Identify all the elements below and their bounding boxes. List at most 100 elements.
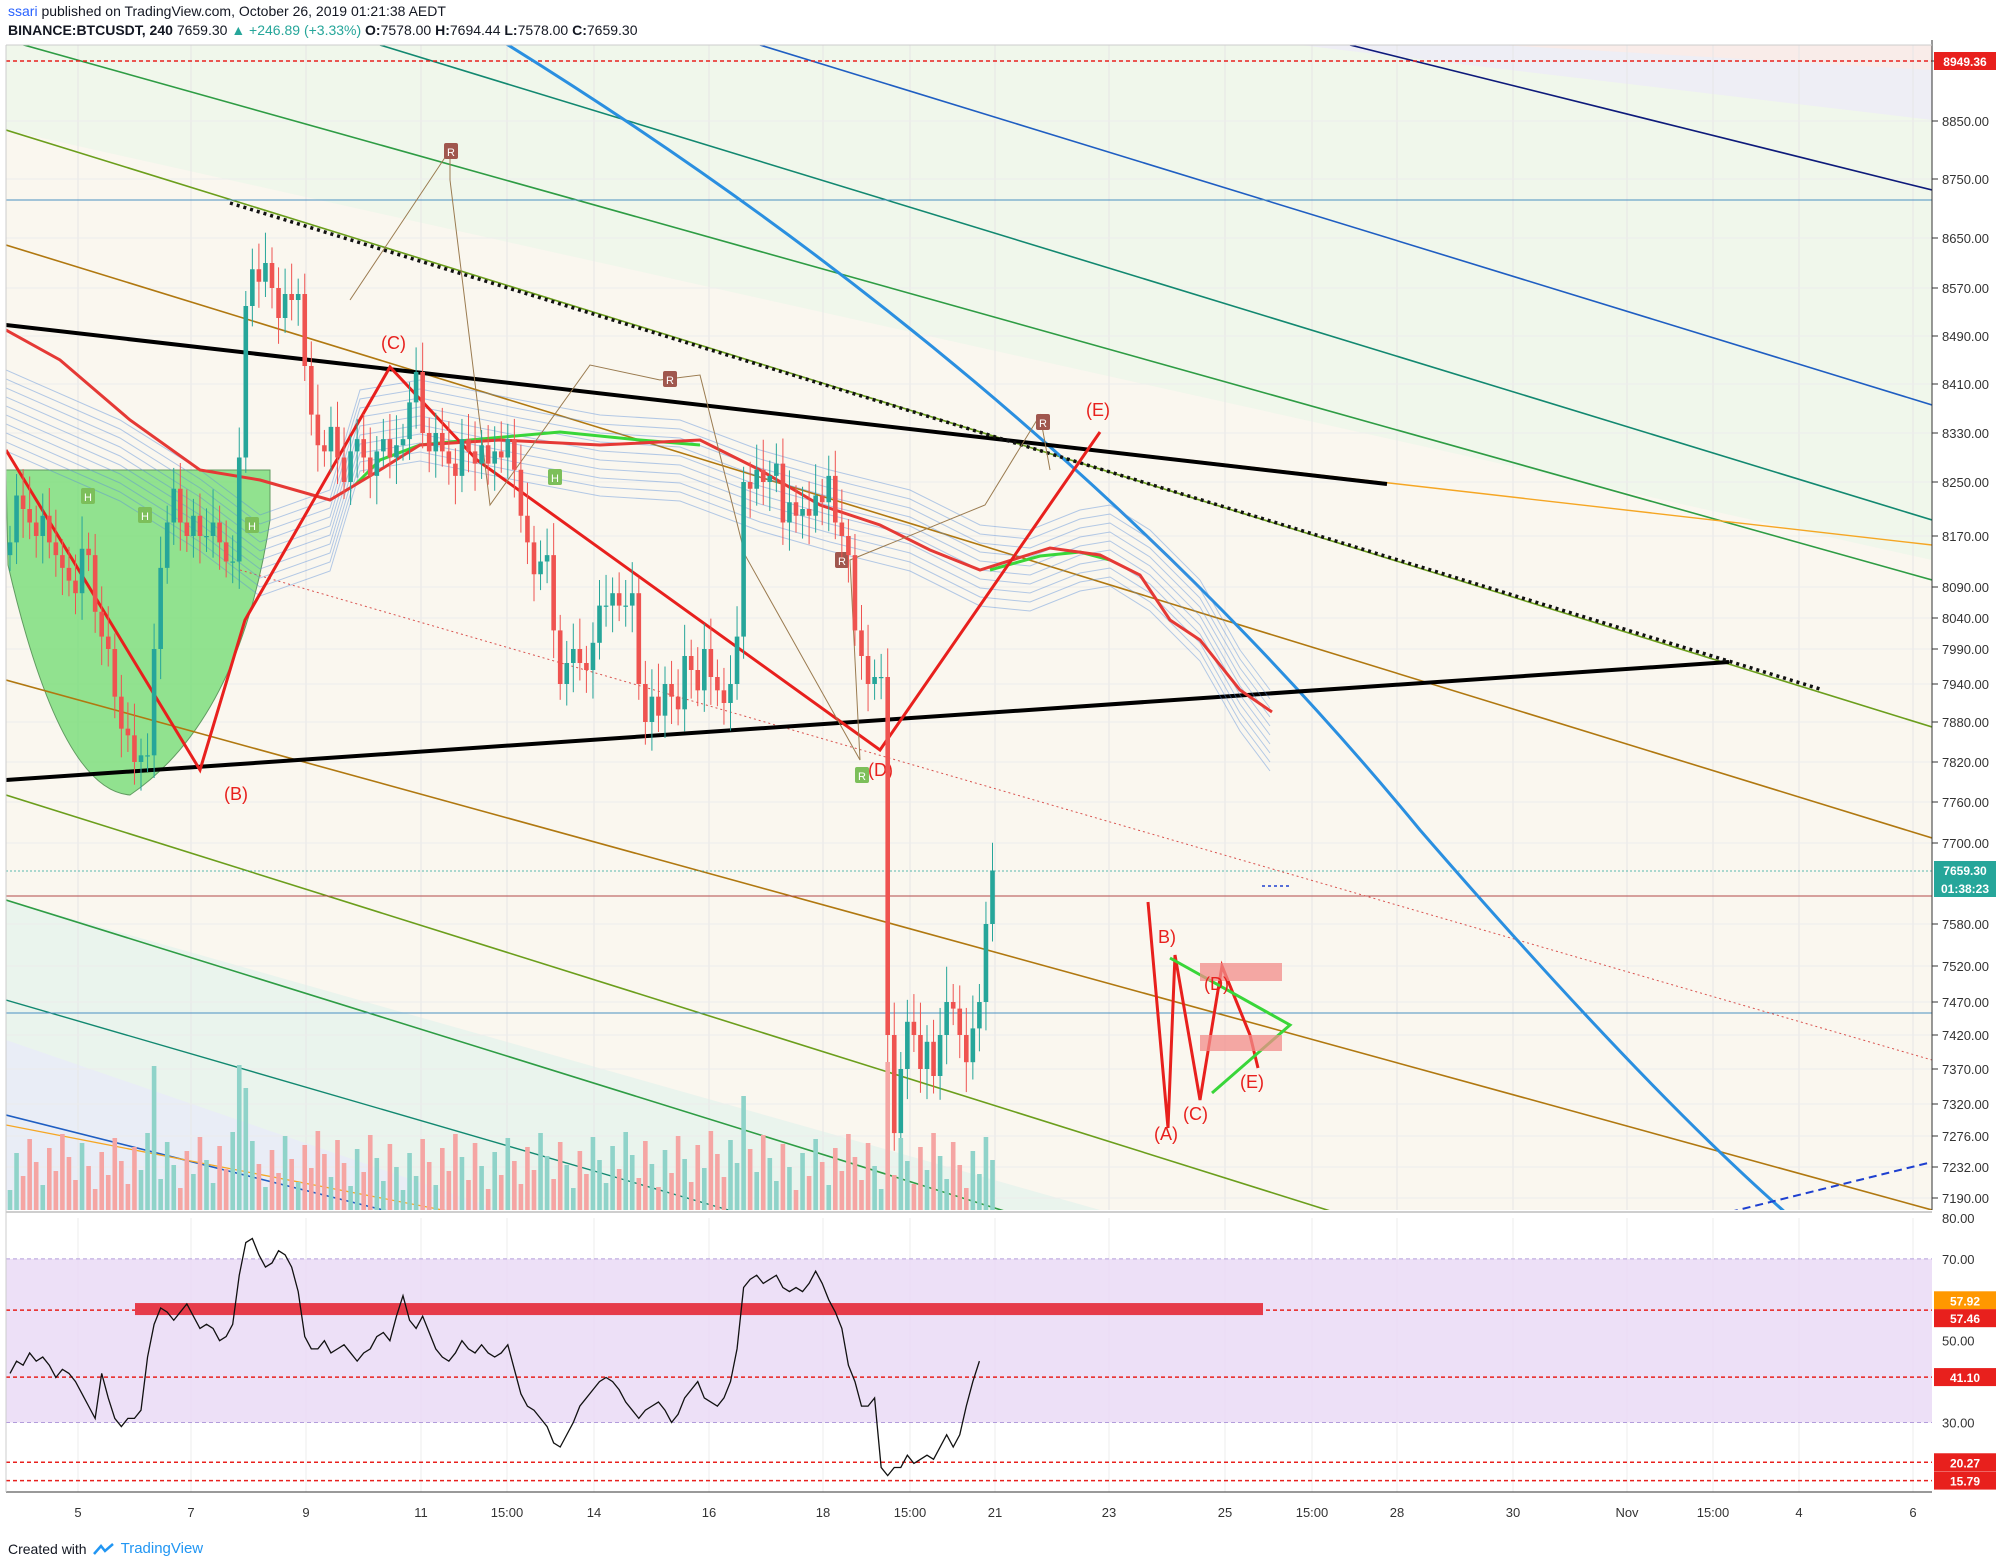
candle-body [125,728,131,736]
high-label: H: [435,22,450,38]
candle-body [79,548,85,594]
price-tick-label: 7580.00 [1942,917,1989,932]
volume-bar [158,1179,163,1210]
price-tick-label: 7420.00 [1942,1028,1989,1043]
ema-ribbon [6,396,1271,718]
volume-bar [859,1180,864,1210]
volume-bar [236,1065,242,1210]
rsi-layer [6,1237,1932,1482]
candle-body [571,649,576,663]
pivot-marker-label: R [838,556,846,568]
volume-bar [728,1140,733,1210]
volume-bar [492,1152,497,1210]
volume-bar [498,1175,504,1210]
volume-bar [328,1177,334,1210]
symbol-label: BINANCE:BTCUSDT, 240 [8,22,173,38]
volume-bar [466,1180,471,1210]
volume-bar [145,1133,150,1210]
candle-body [374,451,380,476]
candle-body [276,288,281,318]
volume-bar [479,1166,484,1210]
channel-shading [6,45,1932,560]
candle-body [708,649,714,677]
candle-body [688,656,694,670]
volume-bar [675,1136,681,1210]
candle-body [158,567,163,649]
time-tick-label: 9 [302,1505,309,1520]
candle-body [197,515,203,536]
volume-bar [964,1188,969,1210]
brand-name[interactable]: TradingView [120,1540,204,1557]
candle-body [747,482,753,489]
candle-body [931,1041,936,1076]
rsi-tag: 57.46 [1950,1312,1980,1326]
price-tick-label: 7700.00 [1942,836,1989,851]
candle-body [485,445,491,464]
candle-body [865,656,871,684]
volume-bar [289,1159,294,1210]
candle-body [348,451,353,482]
author-name[interactable]: ssari [8,3,38,19]
cup-pattern-shading [6,469,271,796]
time-tick-label: 11 [414,1505,428,1520]
volume-bar [957,1165,963,1210]
harmonic-pattern [349,148,1051,761]
candle-body [86,548,91,556]
volume-bar [394,1167,399,1210]
channel-line [759,45,1932,406]
pivot-marker [245,517,259,533]
price-tick-label: 7940.00 [1942,677,1989,692]
volume-bar [47,1148,52,1210]
candle-body [14,495,19,543]
volume-bar [878,1189,884,1210]
candle-body [950,1002,956,1009]
volume-bar [210,1183,216,1210]
volume-bar [446,1171,452,1210]
candle-body [361,439,366,458]
candle-body [839,522,845,536]
volume-bar [564,1165,570,1210]
volume-bar [171,1165,177,1210]
published-text: published on TradingView.com, October 26… [41,3,446,19]
channel-line [6,244,1932,839]
volume-bar [92,1189,98,1210]
candle-body [878,677,884,679]
rsi-tag-bg [1934,1453,1996,1472]
volume-bar [649,1164,655,1210]
time-tick-label: 21 [988,1505,1002,1520]
candle-body [937,1035,943,1076]
candle-body [525,515,530,543]
volume-bar [688,1182,694,1210]
volume-bar [623,1132,628,1210]
pivot-marker [835,552,849,568]
price-tick-label: 7276.00 [1942,1129,1989,1144]
ema-ribbon [6,369,1271,691]
candle-body [230,561,235,563]
candle-body [204,536,209,538]
time-tick-label: 25 [1218,1505,1232,1520]
candle-body [459,439,465,476]
rsi-tick-label: 80.00 [1942,1211,1975,1226]
volume-bar [105,1175,111,1210]
volume-bar [721,1177,727,1210]
volume-bar [125,1184,131,1210]
candle-body [498,451,504,458]
candle-body [40,515,46,536]
volume-bar [793,1190,799,1210]
candle-body [309,366,314,415]
channel-line [6,999,731,1210]
pivot-marker-label: R [666,375,674,387]
candle-body [20,495,26,509]
rsi-tick-label: 50.00 [1942,1334,1975,1349]
open-label: O: [365,22,381,38]
candle-body [132,735,137,762]
time-tick-label: 4 [1795,1505,1802,1520]
volume-bar [800,1153,805,1210]
volume-bar [891,1175,897,1210]
pivot-marker-label: H [248,521,256,533]
volume-bar [217,1146,222,1210]
candle-body [73,580,78,594]
ema-ribbon [6,387,1271,709]
candle-body [269,263,275,288]
